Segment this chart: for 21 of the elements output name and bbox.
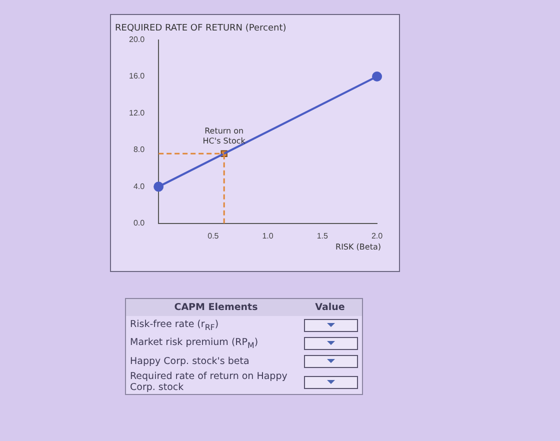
y-tick-label: 16.0 (128, 72, 146, 81)
y-tick-label: 0.0 (133, 218, 146, 228)
x-axis-title: RISK (Beta) (336, 242, 381, 252)
x-tick-label: 1.5 (316, 231, 328, 240)
annotation: Return on HC's Stock (202, 126, 246, 146)
x-tick-label: 0.5 (208, 231, 220, 240)
text: Market risk premium (RP$_{M}$) (130, 336, 260, 350)
y-axis-title: REQUIRED RATE OF RETURN (Percent) (115, 24, 286, 34)
y-tick-label: 12.0 (128, 108, 146, 118)
text: Happy Corp. stock's beta (130, 356, 250, 366)
x-tick-label: 2.0 (371, 231, 384, 240)
point (372, 72, 382, 82)
x-tick-label: 1.0 (262, 231, 274, 240)
text: CAPM Elements (173, 302, 259, 313)
point (154, 182, 164, 192)
y-tick-label: 20.0 (128, 35, 146, 44)
text: Value (314, 302, 346, 313)
y-tick-label: 4.0 (133, 182, 146, 191)
y-tick-label: 8.0 (133, 145, 146, 154)
text: Required rate of return on Happy Corp. stock (130, 371, 288, 393)
text: Risk-free rate (r$_{RF}$) (130, 318, 220, 332)
